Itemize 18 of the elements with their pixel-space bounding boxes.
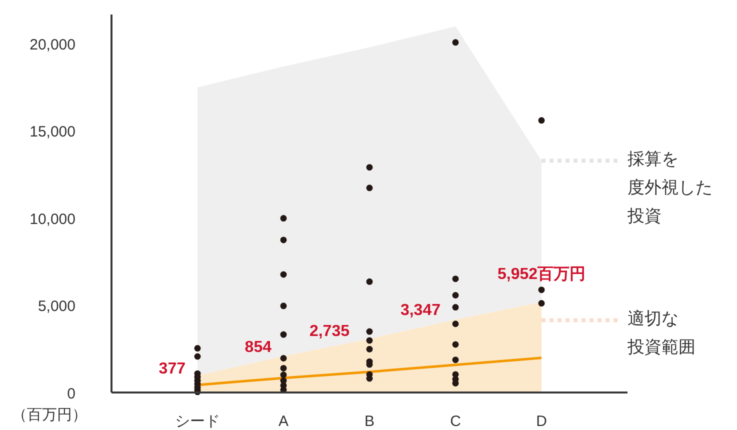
y-tick-label: 20,000 — [30, 36, 76, 54]
annotation: 5,952百万円 — [497, 266, 586, 283]
x-tick-label: D — [536, 412, 548, 430]
y-axis-title: （百万円） — [12, 406, 87, 424]
y-tick-label: 10,000 — [30, 210, 76, 228]
annotation: 854 — [244, 338, 272, 356]
legend-label: 採算を度外視した投資 — [626, 150, 712, 226]
y-tick-label: 0 — [67, 385, 76, 402]
legend-label: 適切な投資範囲 — [626, 309, 696, 357]
x-tick-label: A — [278, 412, 289, 430]
annotation: 377 — [158, 360, 186, 378]
annotation: 3,347 — [400, 302, 441, 320]
y-tick-label: 5,000 — [38, 298, 76, 316]
annotation: 2,735 — [309, 323, 350, 340]
x-tick-label: シード — [175, 412, 220, 430]
x-tick-label: B — [364, 412, 375, 430]
x-tick-label: C — [450, 412, 462, 430]
y-tick-label: 15,000 — [30, 124, 76, 141]
